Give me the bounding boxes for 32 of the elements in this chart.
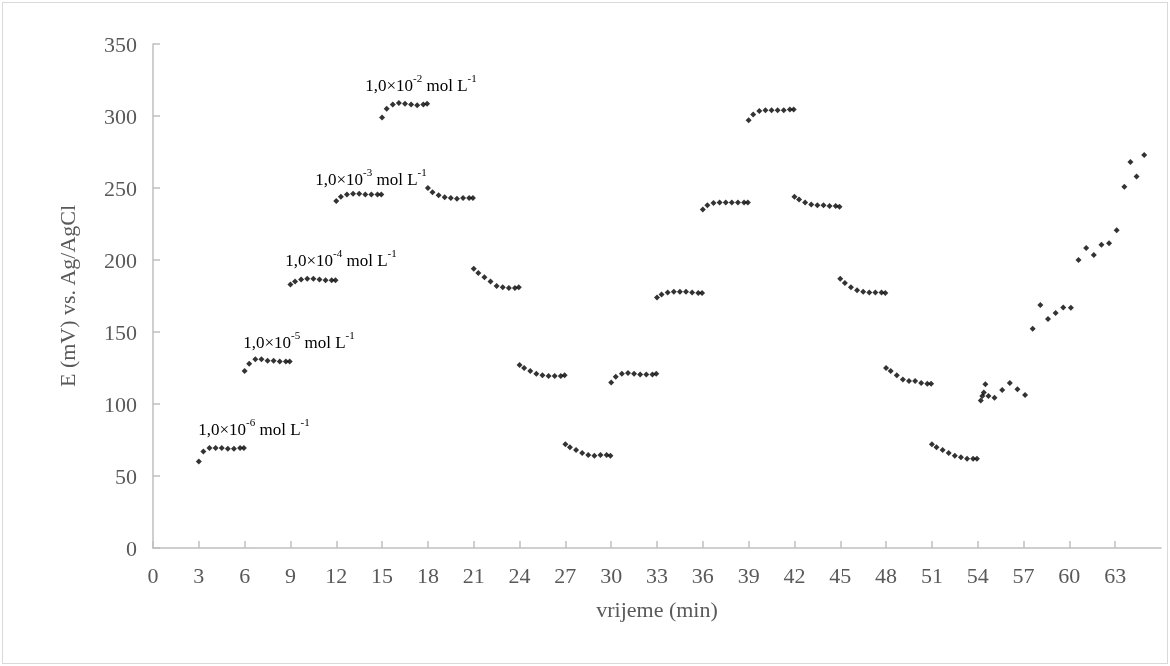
- x-axis-title: vrijeme (min): [596, 596, 718, 622]
- x-tick-label: 51: [920, 562, 943, 588]
- x-tick-label: 39: [737, 562, 760, 588]
- y-tick-label: 300: [104, 103, 137, 129]
- y-tick-label: 350: [104, 31, 137, 57]
- x-tick-label: 0: [147, 562, 159, 588]
- x-tick-label: 30: [600, 562, 623, 588]
- x-tick-label: 45: [829, 562, 852, 588]
- x-tick-label: 33: [646, 562, 668, 588]
- x-tick-label: 27: [554, 562, 577, 588]
- x-tick-label: 18: [416, 562, 439, 588]
- x-tick-label: 15: [371, 562, 394, 588]
- x-tick-label: 60: [1058, 562, 1081, 588]
- x-tick-label: 48: [875, 562, 898, 588]
- x-tick-label: 3: [193, 562, 205, 588]
- y-tick-label: 50: [115, 463, 137, 489]
- x-tick-label: 57: [1012, 562, 1035, 588]
- y-tick-label: 100: [104, 391, 137, 417]
- y-tick-label: 150: [104, 319, 137, 345]
- y-axis-title: E (mV) vs. Ag/AgCl: [54, 204, 80, 388]
- x-tick-label: 9: [284, 562, 296, 588]
- x-tick-label: 42: [783, 562, 806, 588]
- x-tick-label: 12: [325, 562, 348, 588]
- x-tick-label: 24: [508, 562, 531, 588]
- x-tick-label: 21: [462, 562, 485, 588]
- y-tick-label: 0: [126, 535, 137, 561]
- x-tick-label: 63: [1104, 562, 1127, 588]
- y-tick-label: 200: [104, 247, 137, 273]
- x-tick-label: 54: [966, 562, 989, 588]
- x-tick-label: 36: [691, 562, 714, 588]
- x-tick-label: 6: [239, 562, 251, 588]
- y-tick-label: 250: [104, 175, 137, 201]
